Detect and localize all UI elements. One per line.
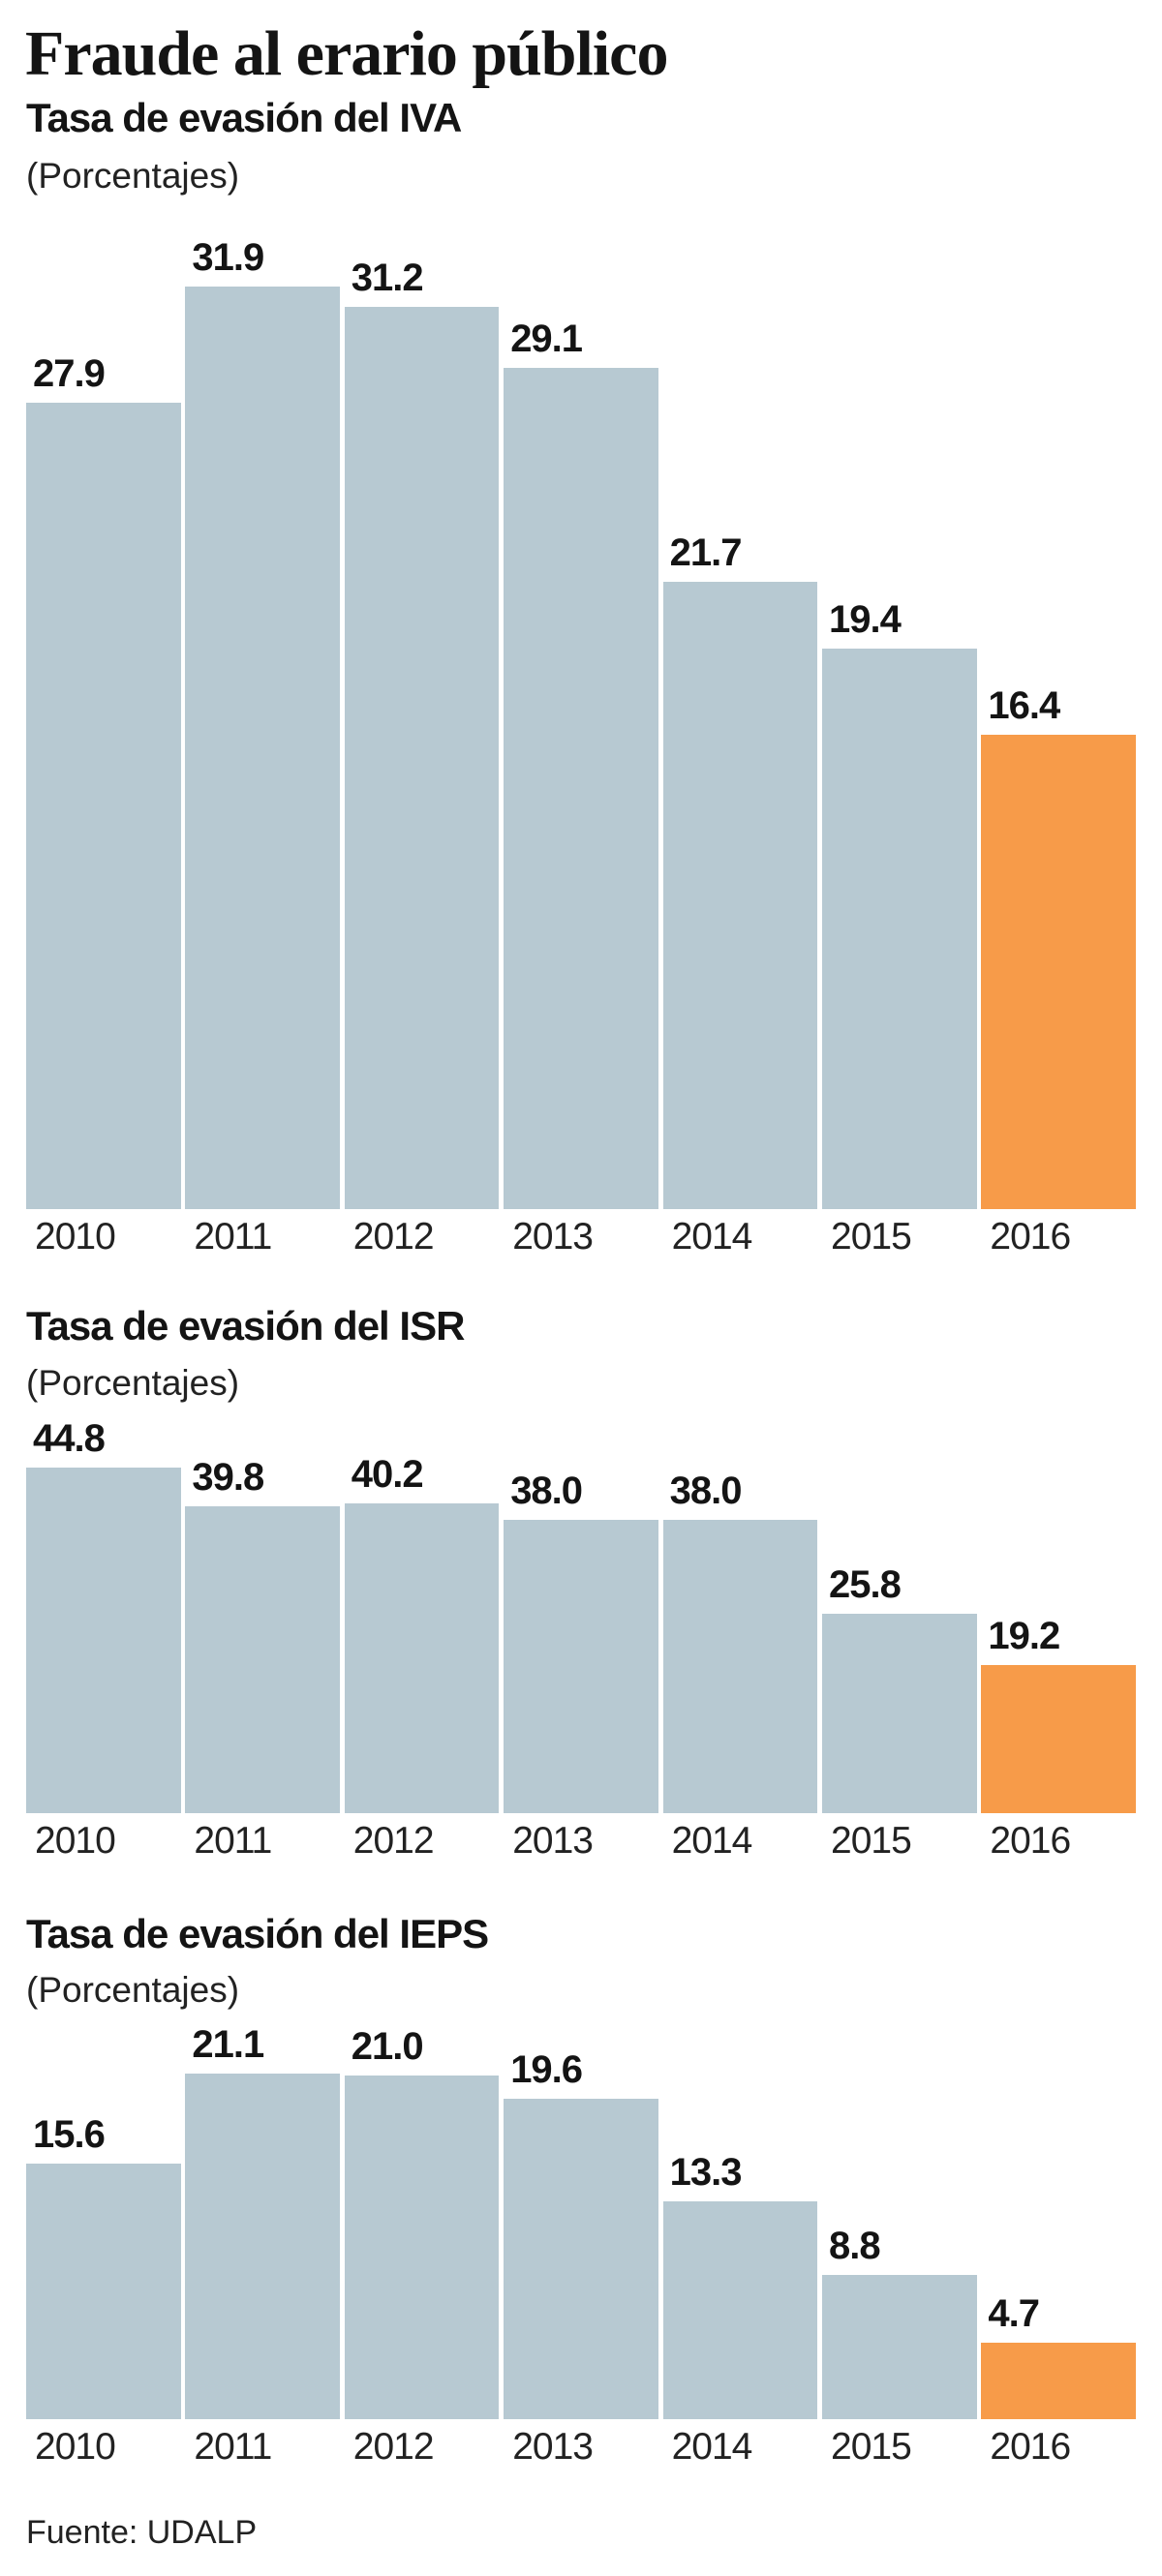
bar-2015 xyxy=(822,2275,977,2419)
bar-2010 xyxy=(26,402,181,1209)
chart-title-ieps: Tasa de evasión del IEPS xyxy=(26,1911,489,1956)
value-label-2010: 44.8 xyxy=(33,1416,106,1460)
bar-2010 xyxy=(26,1467,181,1813)
x-tick-label-2014: 2014 xyxy=(671,2426,753,2468)
bar-2013 xyxy=(504,2098,658,2419)
x-tick-label-2015: 2015 xyxy=(831,2426,912,2468)
bar-2015 xyxy=(822,1614,977,1813)
bar-2011 xyxy=(185,2074,340,2419)
x-tick-label-2013: 2013 xyxy=(512,1216,594,1258)
bar-2014 xyxy=(662,582,818,1209)
x-tick-label-2012: 2012 xyxy=(352,2426,435,2468)
bar-2011 xyxy=(185,1505,340,1813)
value-label-2010: 15.6 xyxy=(33,2113,106,2157)
value-label-2010: 27.9 xyxy=(33,351,106,395)
x-tick-label-2013: 2013 xyxy=(512,2426,594,2468)
value-label-2016: 16.4 xyxy=(988,684,1060,728)
value-label-2011: 31.9 xyxy=(192,236,264,280)
chart-unit-iva: (Porcentajes) xyxy=(26,156,240,196)
bar-2016 xyxy=(981,2342,1136,2419)
chart-unit-ieps: (Porcentajes) xyxy=(26,1970,240,2010)
x-tick-label-2010: 2010 xyxy=(35,1216,116,1258)
x-tick-label-2016: 2016 xyxy=(990,1820,1071,1862)
x-tick-label-2012: 2012 xyxy=(352,1216,435,1258)
x-tick-label-2011: 2011 xyxy=(194,1820,272,1862)
value-label-2016: 4.7 xyxy=(988,2291,1040,2335)
value-label-2013: 38.0 xyxy=(510,1470,583,1513)
chart-title-isr: Tasa de evasión del ISR xyxy=(26,1303,465,1349)
value-label-2015: 25.8 xyxy=(829,1563,902,1607)
value-label-2012: 40.2 xyxy=(351,1452,424,1496)
x-tick-label-2011: 2011 xyxy=(194,2426,272,2468)
source-note: Fuente: UDALP xyxy=(26,2514,258,2551)
x-tick-label-2013: 2013 xyxy=(512,1820,594,1862)
x-tick-label-2011: 2011 xyxy=(194,1216,272,1258)
value-label-2012: 21.0 xyxy=(351,2025,424,2069)
bar-2014 xyxy=(662,1520,818,1813)
page-title: Fraude al erario público xyxy=(25,18,668,89)
bar-2015 xyxy=(822,648,977,1209)
bar-2013 xyxy=(504,1520,658,1813)
bar-2016 xyxy=(981,735,1136,1209)
value-label-2014: 38.0 xyxy=(669,1470,743,1513)
x-tick-label-2010: 2010 xyxy=(35,2426,116,2468)
value-label-2015: 8.8 xyxy=(829,2225,881,2268)
chart-title-iva: Tasa de evasión del IVA xyxy=(26,95,462,140)
bar-2013 xyxy=(504,368,658,1209)
x-tick-label-2014: 2014 xyxy=(671,1820,753,1862)
value-label-2013: 29.1 xyxy=(510,318,583,361)
value-label-2014: 13.3 xyxy=(669,2151,743,2195)
x-tick-label-2016: 2016 xyxy=(990,1216,1071,1258)
x-tick-label-2012: 2012 xyxy=(352,1820,435,1862)
chart-unit-isr: (Porcentajes) xyxy=(26,1363,240,1403)
x-tick-label-2010: 2010 xyxy=(35,1820,116,1862)
bar-2010 xyxy=(26,2164,181,2419)
value-label-2011: 39.8 xyxy=(192,1455,264,1499)
bar-2012 xyxy=(344,307,500,1209)
bar-2011 xyxy=(185,287,340,1209)
value-label-2015: 19.4 xyxy=(829,597,902,641)
x-tick-label-2015: 2015 xyxy=(831,1820,912,1862)
bar-2012 xyxy=(344,1502,500,1813)
x-tick-label-2015: 2015 xyxy=(831,1216,912,1258)
value-label-2012: 31.2 xyxy=(351,257,424,300)
x-tick-label-2014: 2014 xyxy=(671,1216,753,1258)
value-label-2016: 19.2 xyxy=(988,1614,1060,1657)
bar-2014 xyxy=(662,2201,818,2419)
bar-2016 xyxy=(981,1664,1136,1813)
value-label-2013: 19.6 xyxy=(510,2047,583,2091)
x-tick-label-2016: 2016 xyxy=(990,2426,1071,2468)
value-label-2014: 21.7 xyxy=(669,531,743,575)
value-label-2011: 21.1 xyxy=(192,2023,264,2067)
bar-2012 xyxy=(344,2076,500,2419)
